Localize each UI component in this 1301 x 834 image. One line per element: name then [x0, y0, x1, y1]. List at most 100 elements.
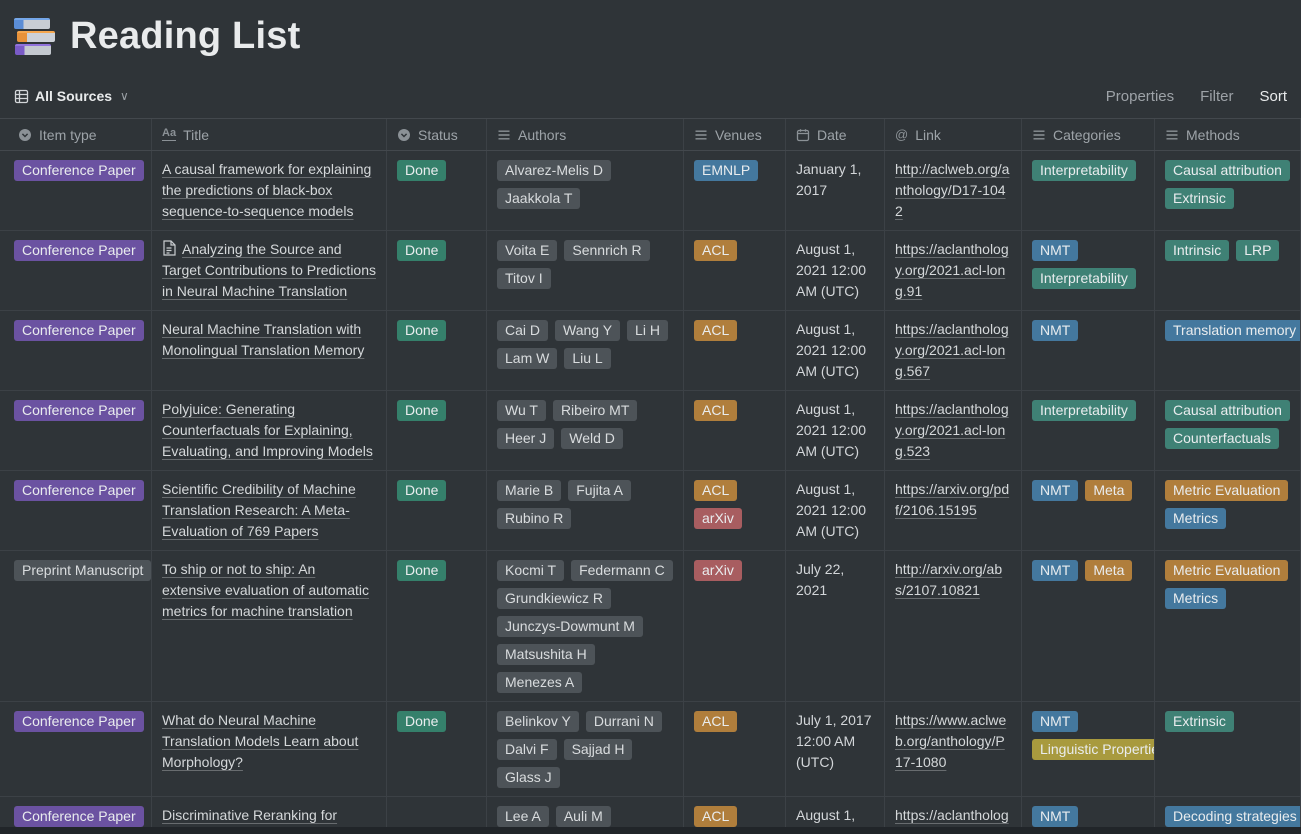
venues-cell[interactable]: ACL arXiv	[684, 471, 786, 550]
item-type-cell[interactable]: Conference Paper	[0, 471, 152, 550]
author-badge[interactable]: Kocmi T	[497, 560, 565, 581]
method-badge[interactable]: Causal attribution	[1165, 400, 1290, 421]
item-type-cell[interactable]: Conference Paper	[0, 797, 152, 834]
item-type-cell[interactable]: Conference Paper	[0, 702, 152, 796]
filter-button[interactable]: Filter	[1200, 87, 1234, 105]
category-badge[interactable]: NMT	[1032, 480, 1079, 501]
link-url[interactable]: https://aclanthology.org/2021.acl-long.5…	[895, 321, 1009, 379]
categories-cell[interactable]: NMT	[1022, 311, 1155, 390]
venue-badge[interactable]: ACL	[694, 240, 738, 261]
method-badge[interactable]: Extrinsic	[1165, 711, 1234, 732]
categories-cell[interactable]: NMT Meta	[1022, 471, 1155, 550]
authors-cell[interactable]: Wu T Ribeiro MT Heer J Weld D	[487, 391, 684, 470]
venue-badge[interactable]: EMNLP	[694, 160, 759, 181]
author-badge[interactable]: Li H	[627, 320, 668, 341]
column-header-categories[interactable]: Categories	[1022, 119, 1155, 150]
categories-cell[interactable]: NMT Meta	[1022, 551, 1155, 701]
title-cell[interactable]: What do Neural Machine Translation Model…	[152, 702, 387, 796]
method-badge[interactable]: Metric Evaluation	[1165, 560, 1289, 581]
venues-cell[interactable]: EMNLP	[684, 151, 786, 230]
title-cell[interactable]: Scientific Credibility of Machine Transl…	[152, 471, 387, 550]
author-badge[interactable]: Matsushita H	[497, 644, 595, 665]
method-badge[interactable]: Metrics	[1165, 588, 1227, 609]
status-badge[interactable]: Done	[397, 160, 447, 181]
methods-cell[interactable]: Causal attribution Counterfactuals	[1155, 391, 1301, 470]
title-link[interactable]: What do Neural Machine Translation Model…	[162, 712, 359, 770]
title-cell[interactable]: To ship or not to ship: An extensive eva…	[152, 551, 387, 701]
author-badge[interactable]: Sennrich R	[564, 240, 650, 261]
venue-badge[interactable]: ACL	[694, 320, 738, 341]
author-badge[interactable]: Titov I	[497, 268, 551, 289]
item-type-badge[interactable]: Conference Paper	[14, 480, 144, 501]
view-switcher-all-sources[interactable]: All Sources ∨	[14, 88, 129, 104]
venues-cell[interactable]: ACL	[684, 231, 786, 310]
category-badge[interactable]: NMT	[1032, 711, 1079, 732]
method-badge[interactable]: Extrinsic	[1165, 188, 1234, 209]
methods-cell[interactable]: Causal attribution Extrinsic	[1155, 151, 1301, 230]
method-badge[interactable]: Intrinsic	[1165, 240, 1230, 261]
author-badge[interactable]: Glass J	[497, 767, 560, 788]
authors-cell[interactable]: Kocmi T Federmann C Grundkiewicz R Junczys-…	[487, 551, 684, 701]
author-badge[interactable]: Marie B	[497, 480, 562, 501]
authors-cell[interactable]: Marie B Fujita A Rubino R	[487, 471, 684, 550]
column-header-date[interactable]: Date	[786, 119, 885, 150]
link-url[interactable]: http://arxiv.org/abs/2107.10821	[895, 561, 1003, 598]
column-header-status[interactable]: Status	[387, 119, 487, 150]
method-badge[interactable]: Counterfactuals	[1165, 428, 1280, 449]
item-type-badge[interactable]: Preprint Manuscript	[14, 560, 151, 581]
status-badge[interactable]: Done	[397, 240, 447, 261]
title-cell[interactable]: Neural Machine Translation with Monoling…	[152, 311, 387, 390]
title-link[interactable]: Neural Machine Translation with Monoling…	[162, 321, 365, 358]
title-link[interactable]: Scientific Credibility of Machine Transl…	[162, 481, 356, 539]
category-badge[interactable]: Meta	[1085, 480, 1133, 501]
link-cell[interactable]: https://aclanthology.org/2021.acl-long.5…	[885, 311, 1022, 390]
item-type-badge[interactable]: Conference Paper	[14, 400, 144, 421]
categories-cell[interactable]: Interpretability	[1022, 151, 1155, 230]
author-badge[interactable]: Lam W	[497, 348, 558, 369]
status-cell[interactable]	[387, 797, 487, 834]
author-badge[interactable]: Weld D	[561, 428, 623, 449]
methods-cell[interactable]: Decoding strategiesReranking	[1155, 797, 1301, 834]
properties-button[interactable]: Properties	[1105, 87, 1175, 105]
link-url[interactable]: https://www.aclweb.org/anthology/P17-108…	[895, 712, 1007, 770]
date-cell[interactable]: July 1, 2017 12:00 AM (UTC)	[786, 702, 885, 796]
link-cell[interactable]: https://arxiv.org/pdf/2106.15195	[885, 471, 1022, 550]
link-url[interactable]: https://aclanthology.org/2021.acl-long.5…	[895, 401, 1009, 459]
methods-cell[interactable]: Metric Evaluation Metrics	[1155, 551, 1301, 701]
category-badge[interactable]: Interpretability	[1032, 268, 1136, 289]
title-link[interactable]: A causal framework for explaining the pr…	[162, 161, 372, 219]
method-badge[interactable]: Causal attribution	[1165, 160, 1290, 181]
categories-cell[interactable]: NMT	[1022, 797, 1155, 834]
categories-cell[interactable]: Interpretability	[1022, 391, 1155, 470]
column-header-title[interactable]: Aa Title	[152, 119, 387, 150]
link-url[interactable]: https://aclanthology.org/2021.acl-long.9…	[895, 241, 1009, 299]
author-badge[interactable]: Wu T	[497, 400, 546, 421]
item-type-badge[interactable]: Conference Paper	[14, 806, 144, 827]
method-badge[interactable]: Translation memory	[1165, 320, 1300, 341]
author-badge[interactable]: Auli M	[555, 806, 611, 827]
column-header-methods[interactable]: Methods	[1155, 119, 1301, 150]
category-badge[interactable]: Interpretability	[1032, 400, 1136, 421]
title-link[interactable]: Polyjuice: Generating Counterfactuals fo…	[162, 401, 373, 459]
author-badge[interactable]: Jaakkola T	[497, 188, 581, 209]
venue-badge[interactable]: ACL	[694, 400, 738, 421]
horizontal-scrollbar[interactable]	[0, 827, 1301, 834]
item-type-cell[interactable]: Preprint Manuscript	[0, 551, 152, 701]
status-cell[interactable]: Done	[387, 151, 487, 230]
authors-cell[interactable]: Belinkov Y Durrani N Dalvi F Sajjad H Glass …	[487, 702, 684, 796]
categories-cell[interactable]: NMT Linguistic Properties	[1022, 702, 1155, 796]
author-badge[interactable]: Ribeiro MT	[552, 400, 638, 421]
author-badge[interactable]: Grundkiewicz R	[497, 588, 612, 609]
author-badge[interactable]: Wang Y	[555, 320, 621, 341]
status-badge[interactable]: Done	[397, 400, 447, 421]
venue-badge[interactable]: ACL	[694, 711, 738, 732]
author-badge[interactable]: Lee A	[497, 806, 549, 827]
status-badge[interactable]: Done	[397, 560, 447, 581]
link-cell[interactable]: https://www.aclweb.org/anthology/P17-108…	[885, 702, 1022, 796]
method-badge[interactable]: Metric Evaluation	[1165, 480, 1289, 501]
status-badge[interactable]: Done	[397, 320, 447, 341]
date-cell[interactable]: July 22, 2021	[786, 551, 885, 701]
authors-cell[interactable]: Cai D Wang Y Li H Lam W Liu L	[487, 311, 684, 390]
title-link[interactable]: Analyzing the Source and Target Contribu…	[162, 241, 376, 299]
